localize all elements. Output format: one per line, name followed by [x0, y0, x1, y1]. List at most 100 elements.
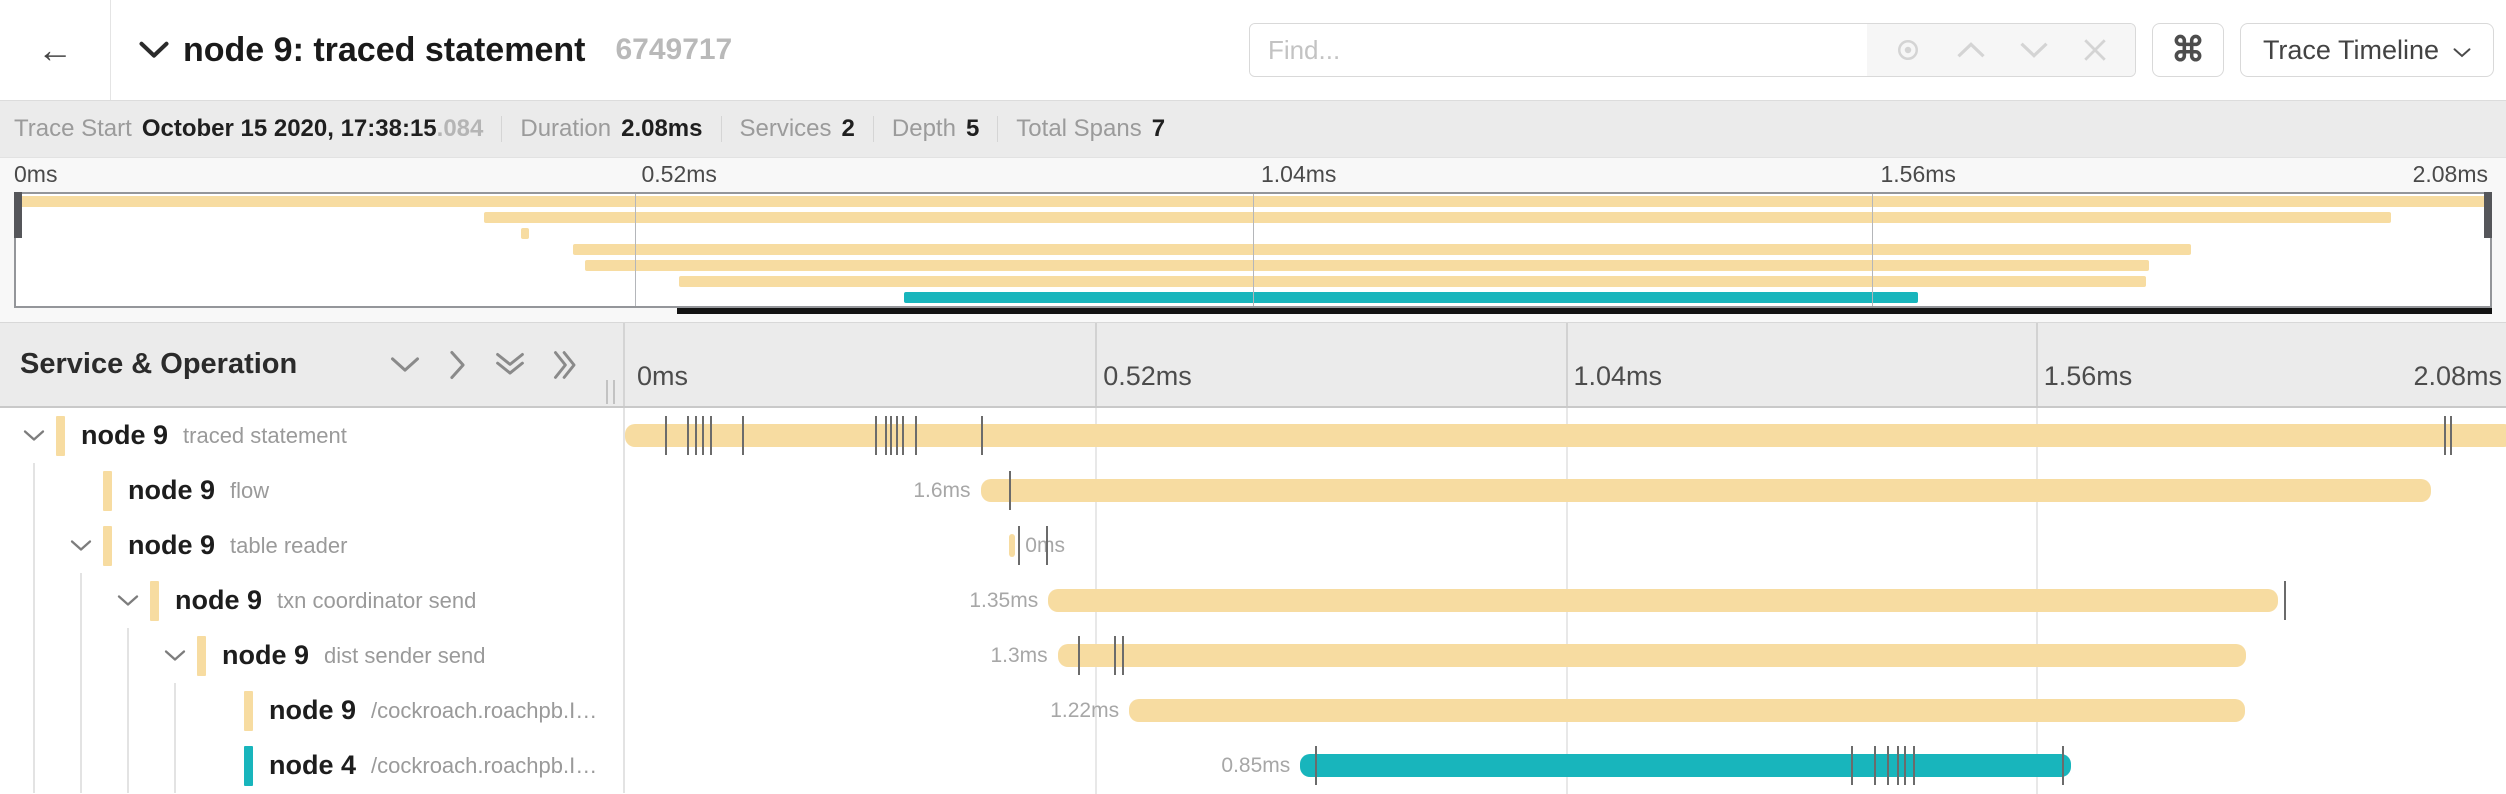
span-bar[interactable] — [1057, 644, 2247, 667]
span-bar-cell: 1.6ms — [625, 463, 2506, 518]
span-duration-label: 1.22ms — [1050, 698, 1120, 722]
span-bar[interactable] — [1300, 754, 2072, 777]
axis-tick-label: 0.52ms — [1103, 361, 1192, 391]
span-bar[interactable] — [1048, 589, 2279, 612]
minimap-span-bar — [483, 212, 2392, 223]
minimap-gridline — [1253, 194, 1254, 306]
find-input[interactable] — [1249, 24, 1867, 76]
expand-collapse-chevron-down-icon[interactable] — [163, 648, 197, 663]
minimap-span-row — [16, 274, 2490, 290]
axis-tick-label: 1.04ms — [1261, 161, 1337, 187]
span-duration-label: 0.85ms — [1221, 753, 1291, 777]
trace-title-group[interactable]: node 9: traced statement 6749717 — [139, 31, 732, 70]
span-name-cell: node 9 flow — [0, 463, 625, 518]
minimap-span-bar — [572, 244, 2191, 255]
duration-item: Duration 2.08ms — [520, 115, 702, 143]
span-color-accent — [56, 415, 65, 456]
column-resize-handle[interactable] — [606, 380, 615, 404]
span-log-tick — [1873, 746, 1876, 785]
tree-guide-line — [80, 628, 82, 683]
span-bar-cell: 0.85ms — [625, 738, 2506, 793]
span-log-tick — [741, 416, 744, 455]
span-bar-cell: 1.3ms — [625, 628, 2506, 683]
span-rows-list: node 9 traced statement node 9 flow 1.6ms nod… — [0, 408, 2506, 794]
span-row[interactable]: node 9 flow 1.6ms — [0, 463, 2506, 518]
span-duration-label: 0ms — [1025, 533, 1065, 557]
span-name-content: node 9 traced statement — [22, 408, 347, 463]
topbar-divider — [110, 0, 111, 100]
span-bar[interactable] — [625, 424, 2506, 447]
tree-guide-line — [80, 738, 82, 793]
keyboard-shortcuts-button[interactable]: ⌘ — [2151, 23, 2224, 77]
span-row[interactable]: node 4/cockroach.roachpb.I… 0.85ms — [0, 738, 2506, 793]
trace-view-selector[interactable]: Trace Timeline — [2239, 23, 2494, 77]
trace-summary-bar: Trace Start October 15 2020, 17:38:15.084… — [0, 100, 2506, 158]
expand-collapse-chevron-down-icon[interactable] — [22, 428, 56, 443]
service-name: node 9 — [81, 420, 169, 450]
span-row[interactable]: node 9 txn coordinator send 1.35ms — [0, 573, 2506, 628]
span-log-tick — [980, 416, 983, 455]
minimap-right-drag-handle[interactable] — [2484, 192, 2492, 238]
span-bar-cell: 1.35ms — [625, 573, 2506, 628]
expand-all-double-chevron-right-icon[interactable] — [553, 350, 579, 380]
minimap-span-row — [16, 226, 2490, 242]
minimap-canvas[interactable] — [14, 192, 2492, 308]
back-button[interactable]: ← — [0, 0, 110, 100]
minimap-span-row — [16, 242, 2490, 258]
trace-id: 6749717 — [615, 33, 733, 66]
total-spans-item: Total Spans 7 — [1016, 115, 1165, 143]
span-log-tick — [709, 416, 712, 455]
span-name-cell: node 9 dist sender send — [0, 628, 625, 683]
span-log-tick — [914, 416, 917, 455]
span-log-tick — [2284, 581, 2287, 620]
span-log-tick — [875, 416, 878, 455]
services-label: Services — [739, 115, 832, 142]
trace-start-ms-suffix: .084 — [436, 115, 484, 142]
span-name-content: node 9 flow — [69, 463, 269, 518]
find-prev-chevron-up-icon[interactable] — [1956, 41, 1986, 59]
timeline-header: Service & Operation 0ms 0.52ms 1.04ms 1.56m… — [0, 322, 2506, 408]
span-color-accent — [103, 525, 112, 566]
minimap-scroll-indicator[interactable] — [676, 308, 2492, 314]
expand-collapse-chevron-down-icon[interactable] — [69, 538, 103, 553]
axis-gridline — [1565, 323, 1568, 406]
find-clear-x-icon[interactable] — [2082, 37, 2108, 63]
trace-start-item: Trace Start October 15 2020, 17:38:15.084 — [14, 115, 483, 143]
collapse-one-chevron-down-icon[interactable] — [390, 355, 420, 374]
tree-guide-line — [127, 628, 129, 683]
minimap-left-drag-handle[interactable] — [14, 192, 22, 238]
span-bar-cell — [625, 408, 2506, 463]
axis-tick-label: 0ms — [14, 161, 58, 187]
expand-collapse-chevron-down-icon[interactable] — [116, 593, 150, 608]
collapse-all-double-chevron-down-icon[interactable] — [495, 352, 525, 378]
span-log-tick — [1114, 636, 1117, 675]
tree-guide-line — [33, 628, 35, 683]
span-log-tick — [1046, 526, 1049, 565]
span-bar[interactable] — [1129, 699, 2245, 722]
column-title: Service & Operation — [20, 348, 298, 380]
title-collapse-chevron-down-icon[interactable] — [139, 41, 169, 59]
span-name-cell: node 9 txn coordinator send — [0, 573, 625, 628]
operation-name: /cockroach.roachpb.I… — [371, 752, 598, 778]
span-log-tick — [890, 416, 893, 455]
span-row[interactable]: node 9/cockroach.roachpb.I… 1.22ms — [0, 683, 2506, 738]
span-row[interactable]: node 9 traced statement — [0, 408, 2506, 463]
minimap-span-bar — [520, 228, 530, 239]
axis-tick-label: 0.52ms — [641, 161, 717, 187]
depth-label: Depth — [891, 115, 956, 142]
span-bar-cell: 1.22ms — [625, 683, 2506, 738]
locate-icon[interactable] — [1893, 35, 1923, 65]
span-bar[interactable] — [980, 479, 2431, 502]
minimap-span-bar — [679, 276, 2147, 287]
expand-one-chevron-right-icon[interactable] — [448, 350, 467, 380]
span-row[interactable]: node 9 dist sender send 1.3ms — [0, 628, 2506, 683]
span-name-content: node 9/cockroach.roachpb.I… — [210, 683, 597, 738]
minimap-span-bar — [904, 292, 1919, 303]
span-log-tick — [1887, 746, 1890, 785]
summary-divider — [501, 116, 503, 142]
span-row[interactable]: node 9 table reader 0ms — [0, 518, 2506, 573]
span-bar[interactable] — [1008, 534, 1016, 557]
find-next-chevron-down-icon[interactable] — [2019, 41, 2049, 59]
operation-name: flow — [230, 477, 270, 503]
